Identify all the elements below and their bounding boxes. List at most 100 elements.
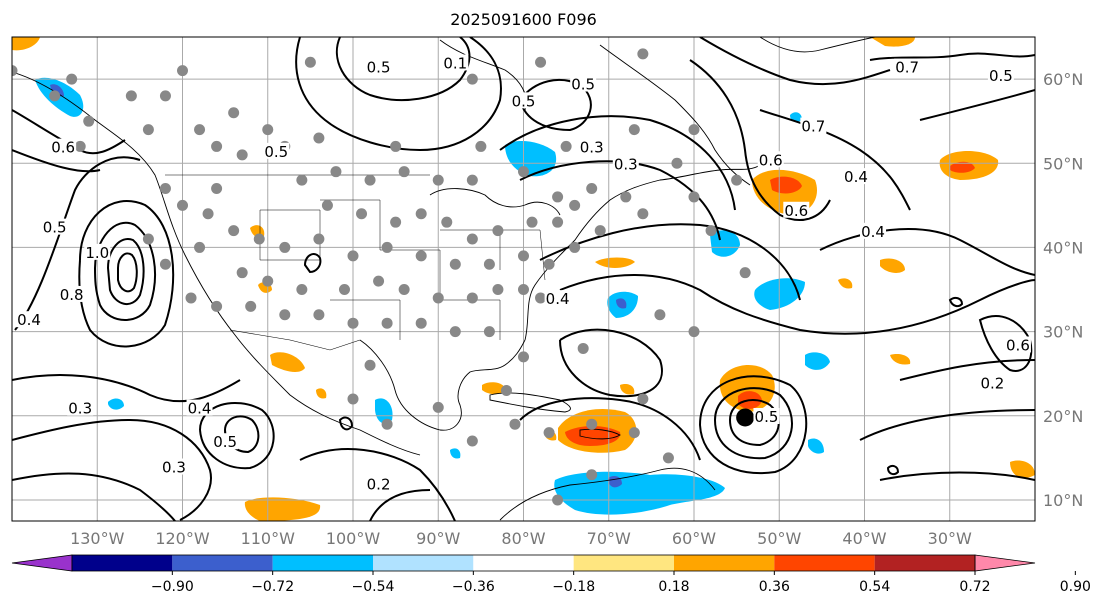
contour-labels: 0.60.51.00.80.40.3 0.40.50.30.20.50.5 0.10… — [16, 54, 1031, 493]
contour-label-bg — [987, 67, 1014, 84]
shade-orange-e2 — [890, 354, 911, 365]
station-dot — [586, 418, 598, 430]
shade-orange-top — [870, 37, 915, 47]
contour-label-bg — [186, 399, 213, 416]
colorbar-segment — [72, 555, 173, 571]
lon-label: 100°W — [326, 529, 381, 548]
station-dot — [245, 300, 257, 312]
station-dot — [296, 284, 308, 296]
shade-blue-east4 — [375, 398, 393, 424]
station-dot — [356, 208, 368, 220]
shade-orange-e1 — [880, 258, 905, 273]
station-dot — [466, 435, 478, 447]
shade-blue-gulf-stream — [505, 140, 557, 177]
station-dot — [202, 208, 214, 220]
contour-label: 0.5 — [755, 408, 779, 426]
contour-label: 0.4 — [17, 311, 41, 329]
lat-label: 20°N — [1043, 407, 1083, 426]
contour-label-bg — [860, 222, 887, 239]
station-dot — [142, 124, 154, 136]
contour-low-pacific — [93, 221, 156, 321]
station-dot — [313, 309, 325, 321]
contour-label: 0.5 — [367, 59, 391, 77]
shade-blue-caribbean-south — [554, 471, 725, 515]
colorbar-segment — [272, 555, 373, 571]
contour-label-bg — [800, 117, 827, 134]
station-dot — [211, 140, 223, 152]
shade-orange-c5 — [316, 388, 327, 399]
colorbar-tick-label: 0.54 — [859, 579, 890, 595]
lon-label: 30°W — [928, 529, 972, 548]
station-dot — [543, 427, 555, 439]
contour-label: 0.5 — [989, 67, 1013, 85]
station-dot — [279, 309, 291, 321]
contour-label: 0.5 — [512, 92, 536, 110]
station-dot — [415, 317, 427, 329]
station-dot — [185, 292, 197, 304]
station-dots — [12, 48, 751, 506]
station-dot — [688, 124, 700, 136]
shade-blue-small2 — [450, 448, 461, 459]
contour-label: 0.7 — [801, 118, 825, 136]
station-dot — [49, 90, 61, 102]
station-dot — [552, 191, 564, 203]
station-dot — [628, 427, 640, 439]
station-dot — [66, 73, 78, 85]
station-dot — [449, 326, 461, 338]
contour-label-bg — [442, 54, 469, 71]
station-dot — [432, 401, 444, 413]
shade-orange-top-left — [12, 37, 40, 51]
contour-label: 0.8 — [60, 286, 84, 304]
station-dot — [637, 393, 649, 405]
colorbar-segment — [573, 555, 674, 571]
shade-blue-west — [108, 398, 124, 410]
lon-label: 50°W — [757, 529, 801, 548]
shade-red-caribbean — [565, 426, 621, 446]
shade-blue-east2 — [710, 230, 740, 257]
station-dot — [518, 351, 529, 363]
station-dot — [731, 174, 743, 186]
station-dot — [83, 115, 95, 127]
latitude-labels: 10°N 20°N 30°N 40°N 50°N 60°N — [1043, 70, 1083, 510]
great-lakes — [429, 188, 561, 216]
station-dot — [381, 418, 393, 430]
shade-royalblue-core2 — [616, 298, 627, 309]
station-dot — [194, 241, 206, 253]
station-dot — [654, 309, 666, 321]
station-dot — [159, 183, 171, 195]
colorbar-segment — [774, 555, 875, 571]
contour-label: 0.6 — [759, 151, 783, 169]
contour-label-bg — [58, 285, 85, 302]
colorbar-arrow-right — [974, 554, 1036, 572]
colorbar-tick-label: 0.72 — [959, 579, 990, 595]
colorbar-tick-label: −0.18 — [552, 579, 595, 595]
contour-label: 0.5 — [43, 219, 67, 237]
station-dot — [739, 267, 751, 279]
station-dot — [125, 90, 137, 102]
cuba — [489, 392, 571, 413]
station-dot — [347, 250, 359, 262]
station-dot — [671, 157, 683, 169]
station-dot — [628, 124, 640, 136]
shade-blue-east6 — [808, 438, 824, 454]
lon-label: 70°W — [587, 529, 631, 548]
station-dot — [390, 140, 402, 152]
station-dot — [364, 359, 376, 371]
station-dot — [466, 73, 478, 85]
map-title: 2025091600 F096 — [450, 10, 597, 29]
contour-label-bg — [41, 218, 68, 235]
colorbar-tick-label: −0.36 — [452, 579, 495, 595]
station-dot — [518, 250, 529, 262]
station-dot — [483, 258, 495, 270]
contour-label: 0.2 — [367, 475, 391, 493]
colorbar-tick-label: −0.72 — [251, 579, 294, 595]
greenland — [759, 37, 876, 53]
shade-red-30w — [950, 161, 975, 173]
contour-label-bg — [757, 151, 784, 168]
station-dot — [313, 132, 325, 144]
colorbar-tick-label: −0.90 — [151, 579, 194, 595]
contour-label-bg — [753, 407, 780, 424]
colorbar-labels: −0.90 −0.72 −0.54 −0.36 −0.18 0.18 0.36 0.54 0.7… — [151, 571, 1091, 595]
south-america-coast — [499, 467, 716, 521]
contour-label: 0.4 — [861, 223, 885, 241]
